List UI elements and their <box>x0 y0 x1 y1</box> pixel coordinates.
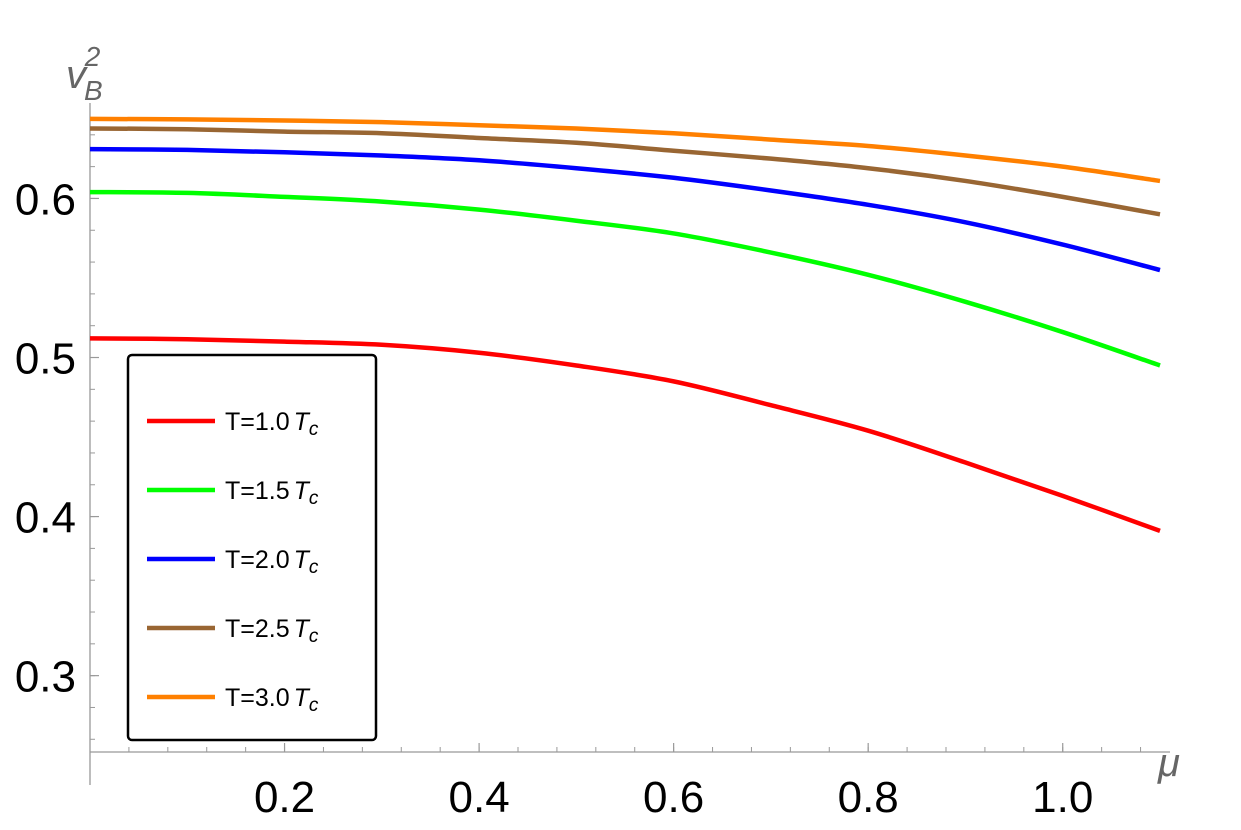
legend-entry-label: T=2.0 Tc <box>225 546 319 578</box>
x-tick-label: 0.6 <box>643 773 704 822</box>
legend-label-value: T=3.0 <box>225 684 290 712</box>
axes: 0.2 0.4 0.6 0.8 1.0 0.3 0.4 0.5 0.6 <box>15 103 1170 822</box>
y-axis-label-sup: 2 <box>84 41 101 72</box>
legend-entry-label: T=3.0 Tc <box>225 684 319 716</box>
series-line <box>89 336 1161 534</box>
y-tick-label: 0.4 <box>15 494 76 543</box>
y-axis-label-sub: B <box>84 75 103 106</box>
y-tick-label: 0.5 <box>15 335 76 384</box>
legend-entry-label: T=1.0 Tc <box>225 408 319 440</box>
legend-label-var: T <box>294 615 311 643</box>
x-tick-label: 0.4 <box>449 773 510 822</box>
legend-entry-label: T=1.5 Tc <box>225 477 319 509</box>
x-axis-label: μ <box>1157 741 1180 785</box>
y-tick-label: 0.3 <box>15 653 76 702</box>
legend-label-sub: c <box>309 626 319 647</box>
legend-label-var: T <box>294 477 311 505</box>
curves <box>89 116 1161 534</box>
series-line <box>89 189 1161 368</box>
legend: T=1.0 TcT=1.5 TcT=2.0 TcT=2.5 TcT=3.0 Tc <box>126 353 378 742</box>
legend-label-sub: c <box>309 695 319 716</box>
legend-entry-label: T=2.5 Tc <box>225 615 319 647</box>
legend-label-value: T=1.0 <box>225 408 290 436</box>
y-axis-label: vB2 <box>66 41 103 106</box>
y-axis-label-base: v <box>66 53 88 97</box>
x-tick-label: 1.0 <box>1032 773 1093 822</box>
legend-label-var: T <box>294 546 311 574</box>
legend-label-sub: c <box>309 557 319 578</box>
y-tick-label: 0.6 <box>15 175 76 224</box>
legend-label-var: T <box>294 684 311 712</box>
legend-label-sub: c <box>309 488 319 509</box>
legend-label-value: T=2.5 <box>225 615 290 643</box>
series-line <box>89 116 1161 184</box>
x-tick-label: 0.8 <box>838 773 899 822</box>
legend-label-sub: c <box>309 419 319 440</box>
series-line <box>89 126 1161 217</box>
series-line <box>89 146 1161 273</box>
legend-box <box>126 353 378 742</box>
x-tick-label: 0.2 <box>254 773 315 822</box>
legend-label-var: T <box>294 408 311 436</box>
legend-label-value: T=1.5 <box>225 477 290 505</box>
legend-label-value: T=2.0 <box>225 546 290 574</box>
